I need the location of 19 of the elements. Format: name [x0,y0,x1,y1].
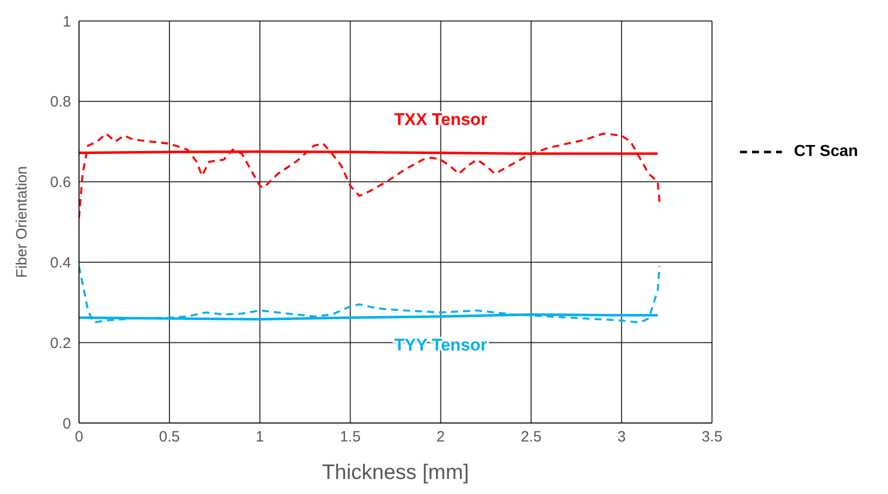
x-tick-label: 0 [74,428,84,446]
y-tick-label: 0.2 [50,334,71,352]
x-tick-label: 3.5 [702,428,722,446]
x-tick-label: 3 [617,428,626,446]
line-series [79,132,661,219]
y-tick-label: 0.8 [50,94,71,111]
x-tick-label: 1 [256,428,264,446]
x-tick-label: 0.5 [159,428,180,446]
line-series [79,265,661,324]
x-tick-label: 2 [436,428,445,446]
y-tick-label: 1 [62,13,71,30]
text: CT Scan [794,143,858,161]
x-tick-label: 1.5 [340,428,361,446]
y-axis-title: Fiber Orientation [13,166,30,278]
x-tick-label: 2.5 [520,428,542,446]
y-tick-label: 0.6 [50,174,71,192]
y-tick-label: 0 [62,415,71,432]
x-axis-title: Thickness [mm] [322,461,470,484]
y-tick-label: 0.4 [50,254,71,272]
